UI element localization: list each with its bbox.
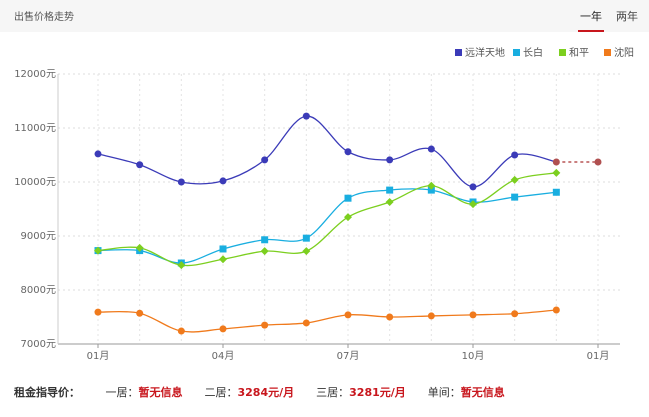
y-tick-label: 10000元 [14,177,56,188]
point [386,313,394,321]
point [552,188,560,196]
point [511,193,519,201]
point [261,156,269,164]
tab-underline [578,30,604,32]
point [219,325,227,333]
point [427,145,435,153]
legend-swatch [455,49,462,56]
point [427,312,435,320]
y-tick-label: 9000元 [21,231,56,242]
point [594,158,602,166]
x-tick-label: 01月 [87,350,110,362]
point [136,161,144,169]
point [136,309,144,317]
x-tick-label: 10月 [462,350,485,362]
point [219,255,227,264]
series-line [97,309,557,333]
header-bar [0,0,649,32]
point [219,245,227,253]
point [344,194,352,202]
item-value: 3284元/月 [237,386,295,399]
y-tick-label: 7000元 [21,339,56,350]
point [94,246,102,255]
point [302,247,311,256]
legend-swatch [513,49,520,56]
point [302,234,310,242]
point [552,168,561,177]
legend-label: 远洋天地 [465,46,505,59]
x-tick-label: 07月 [337,350,360,362]
y-tick-label: 11000元 [14,123,56,134]
item-value: 3281元/月 [349,386,406,399]
header-title: 出售价格走势 [14,10,74,23]
point [261,236,269,244]
point [261,321,269,329]
item-value: 暂无信息 [138,386,183,399]
legend-swatch [604,49,611,56]
series-line [97,188,557,264]
x-tick-label: 04月 [212,350,235,362]
item-value: 暂无信息 [460,386,505,399]
point [552,306,560,314]
point [511,151,519,159]
point [219,177,227,185]
point [469,183,477,191]
tab[interactable]: 两年 [616,9,638,23]
chart: 出售价格走势 一年 两年 7000元 8000元 9000元 10000元 11000元… [0,0,649,362]
point [344,311,352,319]
footer-label: 租金指导价： [14,386,80,399]
point [511,310,519,318]
point [469,311,477,319]
point [386,156,394,164]
legend-swatch [559,49,566,56]
x-tick-label: 01月 [587,350,610,362]
legend-label: 长白 [523,46,543,59]
y-tick-label: 12000元 [14,69,56,80]
point [302,319,310,327]
tab[interactable]: 一年 [580,9,602,23]
footer-item: 三居：3281元/月 [316,386,406,399]
point [385,197,394,206]
series-line [97,172,557,267]
item-name: 单间： [427,386,461,399]
point [386,186,394,194]
footer-item: 单间：暂无信息 [428,386,505,399]
y-tick-label: 8000元 [21,285,56,296]
item-name: 三居： [316,386,350,399]
legend-label: 沈阳 [614,46,634,59]
footer: 租金指导价： 一居：暂无信息 二居：3284元/月 三居：3281元/月 单间：暂无信… [14,384,505,400]
point [427,181,436,190]
point [302,112,310,120]
point [177,178,185,186]
series-line [97,115,557,188]
footer-item: 二居：3284元/月 [205,386,295,399]
point [427,186,435,194]
footer-item: 一居：暂无信息 [106,386,183,399]
point [552,158,560,166]
point [94,150,102,158]
point [177,327,185,335]
point [177,261,186,270]
point [135,243,144,252]
point [260,247,269,256]
point [344,148,352,156]
point [94,308,102,316]
item-name: 二居： [204,386,238,399]
point [469,200,477,209]
point [344,213,352,222]
legend-label: 和平 [569,47,589,59]
item-name: 一居： [105,386,139,399]
point [510,175,519,184]
